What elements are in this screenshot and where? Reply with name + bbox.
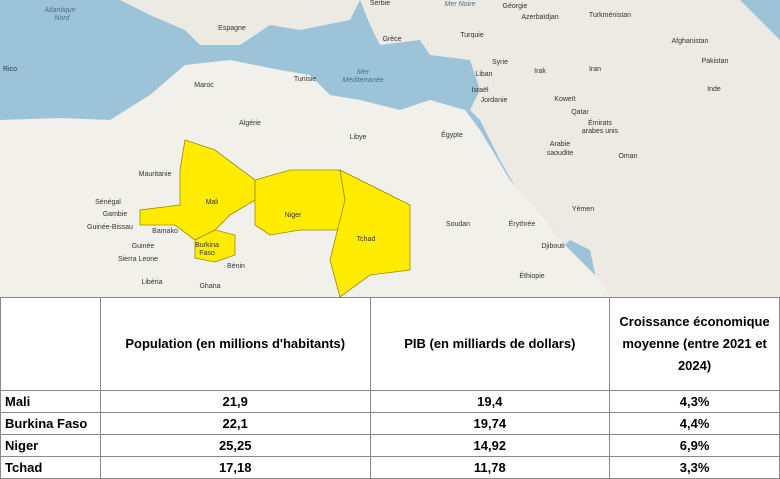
- map-label: Bamako: [152, 228, 178, 235]
- value-cell: 22,1: [99, 412, 371, 435]
- country-cell: Tchad: [0, 456, 101, 479]
- map-label: Espagne: [218, 25, 246, 32]
- map-label: Liban: [475, 71, 492, 78]
- value-cell: 21,9: [99, 390, 371, 413]
- table-row: Burkina Faso 22,1 19,74 4,4%: [0, 412, 780, 435]
- map-label: Géorgie: [503, 3, 528, 10]
- map-label: Inde: [707, 86, 721, 93]
- map-label: Pakistan: [702, 58, 729, 65]
- map-label: Égypte: [441, 130, 463, 139]
- map-label: Turquie: [460, 32, 484, 39]
- map-label: Rico: [3, 66, 17, 73]
- value-cell: 3,3%: [609, 456, 780, 479]
- value-cell: 11,78: [369, 456, 611, 479]
- map-label: Ghana: [199, 283, 220, 290]
- map-label: Gambie: [103, 211, 128, 218]
- map-label: Guinée: [132, 243, 155, 250]
- map-label: Sierra Leone: [118, 256, 158, 263]
- value-cell: 4,3%: [609, 390, 780, 413]
- data-table: Population (en millions d'habitants) PIB…: [0, 297, 780, 479]
- map-label: Atlantique: [43, 7, 75, 14]
- country-cell: Niger: [0, 434, 101, 457]
- map-label: Émirats: [588, 118, 612, 127]
- map-label: Libye: [350, 134, 367, 141]
- map-label: Turkménistan: [589, 12, 631, 19]
- map-label: Mer Noire: [445, 1, 476, 8]
- map-label: Faso: [199, 250, 215, 257]
- map-label: Tunisie: [294, 76, 316, 83]
- value-cell: 17,18: [99, 456, 371, 479]
- map-label: Tchad: [357, 236, 376, 243]
- map-label: Maroc: [194, 82, 214, 89]
- value-cell: 4,4%: [609, 412, 780, 435]
- map-label: Jordanie: [481, 97, 508, 104]
- value-cell: 6,9%: [609, 434, 780, 457]
- map-label: Oman: [618, 153, 637, 160]
- table-row: Niger 25,25 14,92 6,9%: [0, 434, 780, 457]
- map-label: arabes unis: [582, 128, 619, 135]
- header-cell: Croissance économique moyenne (entre 202…: [609, 297, 780, 391]
- map-label: Irak: [534, 68, 546, 75]
- map-label: Nord: [54, 15, 70, 22]
- map-label: Israël: [471, 87, 489, 94]
- map-label: Mer: [357, 69, 370, 76]
- map-label: Algérie: [239, 120, 261, 127]
- map-label: Grèce: [382, 36, 401, 43]
- value-cell: 19,74: [369, 412, 611, 435]
- map-label: Syrie: [492, 59, 508, 66]
- map-label: Azerbaïdjan: [521, 14, 558, 21]
- burkina-shape: [194, 229, 236, 263]
- niger-shape: [254, 169, 346, 236]
- map-label: Qatar: [571, 109, 589, 116]
- map-label: Djibouti: [541, 243, 565, 250]
- map-label: Éthiopie: [519, 271, 544, 280]
- header-cell: Population (en millions d'habitants): [99, 297, 371, 391]
- map-label: Yémen: [572, 206, 594, 213]
- map-label: Niger: [285, 212, 302, 219]
- map-label: saoudite: [547, 150, 574, 157]
- map: Atlantique Nord Espagne Serbie Mer Noire…: [0, 0, 780, 297]
- europe: [0, 0, 360, 45]
- map-label: Sénégal: [95, 199, 121, 206]
- map-label: Méditerranée: [342, 77, 383, 84]
- map-label: Guinée-Bissau: [87, 224, 133, 231]
- map-label: Érythrée: [509, 219, 536, 228]
- map-label: Burkina: [195, 242, 219, 249]
- value-cell: 19,4: [369, 390, 611, 413]
- map-label: Iran: [589, 66, 601, 73]
- map-label: Koweït: [554, 96, 575, 103]
- arabia: [490, 95, 660, 250]
- map-label: Mali: [206, 199, 219, 206]
- map-label: Bénin: [227, 263, 245, 270]
- map-label: Mauritanie: [139, 171, 172, 178]
- map-label: Libéria: [141, 279, 162, 286]
- table-row: Mali 21,9 19,4 4,3%: [0, 390, 780, 413]
- map-label: Arabie: [550, 141, 570, 148]
- country-cell: Burkina Faso: [0, 412, 101, 435]
- map-label: Serbie: [370, 0, 390, 7]
- table-row: Tchad 17,18 11,78 3,3%: [0, 456, 780, 479]
- empty-cell: [0, 297, 101, 391]
- map-label: Afghanistan: [672, 38, 709, 45]
- header-row: Population (en millions d'habitants) PIB…: [0, 297, 780, 391]
- map-label: Soudan: [446, 221, 470, 228]
- country-cell: Mali: [0, 390, 101, 413]
- tchad-shape: [329, 169, 411, 297]
- value-cell: 14,92: [369, 434, 611, 457]
- header-cell: PIB (en milliards de dollars): [369, 297, 611, 391]
- value-cell: 25,25: [99, 434, 371, 457]
